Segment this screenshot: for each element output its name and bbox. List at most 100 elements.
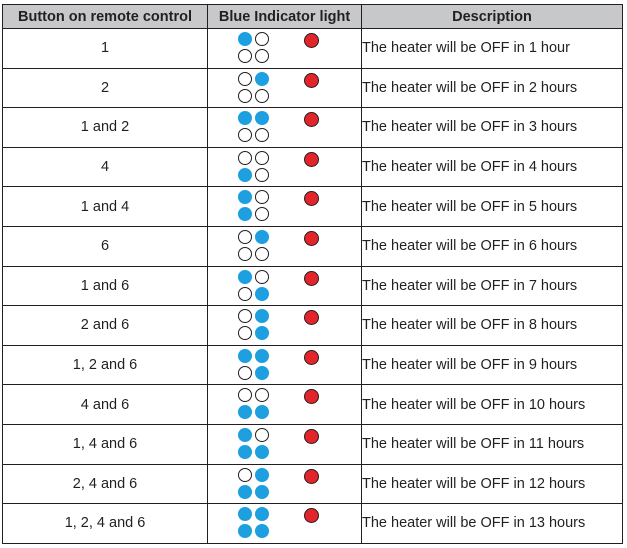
blue-light-on-icon (255, 348, 269, 363)
button-combination: 1 and 2 (2, 107, 208, 148)
red-light-icon (304, 191, 319, 207)
blue-light-on-icon (255, 467, 269, 482)
indicator-lights (207, 186, 362, 227)
blue-light-grid (238, 309, 272, 343)
blue-light-on-icon (255, 111, 269, 126)
description: The heater will be OFF in 13 hours (361, 503, 623, 544)
blue-light-off-icon (255, 190, 269, 205)
blue-light-on-icon (255, 365, 269, 380)
table-row: 1 and 4 The heater will be OFF in 5 hours (2, 186, 623, 227)
blue-light-off-icon (255, 150, 269, 165)
red-light-icon (304, 428, 319, 444)
timer-table: Button on remote control Blue Indicator … (2, 4, 623, 544)
blue-light-off-icon (255, 207, 269, 222)
button-combination: 2 (2, 67, 208, 109)
table-row: 1, 2, 4 and 6 The heater will be OFF in 1… (2, 503, 623, 544)
header-blue-indicator: Blue Indicator light (207, 4, 362, 29)
button-combination: 6 (2, 225, 208, 267)
blue-light-on-icon (255, 326, 269, 341)
description: The heater will be OFF in 12 hours (361, 463, 623, 505)
blue-light-off-icon (238, 388, 252, 403)
red-light-icon (304, 468, 319, 484)
blue-light-on-icon (238, 444, 252, 459)
blue-light-grid (238, 229, 272, 264)
blue-light-on-icon (238, 269, 252, 284)
blue-light-on-icon (238, 405, 252, 420)
blue-light-on-icon (255, 286, 269, 301)
table-row: 4 and 6 The heater will be OFF in 10 hour… (2, 384, 623, 425)
button-combination: 1, 2 and 6 (2, 344, 208, 386)
blue-light-on-icon (255, 405, 269, 420)
blue-light-off-icon (238, 467, 252, 482)
table-body: 1 The heater will be OFF in 1 hour 2 The he… (2, 28, 623, 544)
table-row: 1 and 2 The heater will be OFF in 3 hours (2, 107, 623, 148)
indicator-lights (207, 225, 362, 267)
blue-light-grid (238, 427, 272, 462)
blue-light-off-icon (255, 88, 269, 103)
blue-light-on-icon (238, 484, 252, 499)
header-button: Button on remote control (2, 4, 208, 29)
blue-light-on-icon (238, 507, 252, 522)
blue-light-on-icon (238, 190, 252, 205)
blue-light-off-icon (238, 309, 252, 324)
table-row: 1 The heater will be OFF in 1 hour (2, 28, 623, 69)
button-combination: 2 and 6 (2, 305, 208, 346)
blue-light-grid (238, 150, 272, 185)
blue-light-grid (238, 269, 272, 304)
blue-light-grid (238, 190, 272, 224)
blue-light-off-icon (255, 167, 269, 182)
button-combination: 1 (2, 28, 208, 69)
blue-light-on-icon (255, 309, 269, 324)
blue-light-off-icon (238, 326, 252, 341)
table-row: 2, 4 and 6 The heater will be OFF in 12 h… (2, 463, 623, 505)
blue-light-on-icon (238, 32, 252, 46)
description: The heater will be OFF in 3 hours (361, 107, 623, 148)
indicator-lights (207, 344, 362, 386)
table-row: 1, 2 and 6 The heater will be OFF in 9 ho… (2, 344, 623, 386)
blue-light-off-icon (238, 286, 252, 301)
blue-light-off-icon (255, 49, 269, 63)
blue-light-on-icon (238, 427, 252, 442)
red-light-icon (304, 349, 319, 365)
blue-light-grid (238, 507, 272, 541)
blue-light-on-icon (255, 484, 269, 499)
table-row: 1 and 6 The heater will be OFF in 7 hours (2, 265, 623, 307)
indicator-lights (207, 67, 362, 109)
blue-light-grid (238, 467, 272, 502)
red-light-icon (304, 112, 319, 128)
button-combination: 1 and 4 (2, 186, 208, 227)
red-light-icon (304, 310, 319, 326)
blue-light-grid (238, 71, 272, 106)
blue-light-on-icon (238, 348, 252, 363)
blue-light-grid (238, 111, 272, 145)
blue-light-on-icon (238, 207, 252, 222)
indicator-lights (207, 146, 362, 188)
description: The heater will be OFF in 9 hours (361, 344, 623, 386)
blue-light-off-icon (238, 150, 252, 165)
red-light-icon (304, 151, 319, 167)
button-combination: 1, 4 and 6 (2, 423, 208, 465)
red-light-icon (304, 270, 319, 286)
blue-light-off-icon (238, 71, 252, 86)
blue-light-off-icon (238, 246, 252, 261)
blue-light-off-icon (255, 427, 269, 442)
description: The heater will be OFF in 2 hours (361, 67, 623, 109)
table-row: 1, 4 and 6 The heater will be OFF in 11 h… (2, 423, 623, 465)
description: The heater will be OFF in 6 hours (361, 225, 623, 267)
blue-light-off-icon (255, 128, 269, 143)
blue-light-off-icon (255, 246, 269, 261)
indicator-lights (207, 305, 362, 346)
blue-light-grid (238, 388, 272, 422)
blue-light-on-icon (255, 71, 269, 86)
red-light-icon (304, 508, 319, 524)
blue-light-on-icon (255, 444, 269, 459)
indicator-lights (207, 423, 362, 465)
red-light-icon (304, 230, 319, 246)
blue-light-on-icon (255, 507, 269, 522)
description: The heater will be OFF in 10 hours (361, 384, 623, 425)
header-description: Description (361, 4, 623, 29)
button-combination: 4 and 6 (2, 384, 208, 425)
button-combination: 1, 2, 4 and 6 (2, 503, 208, 544)
blue-light-grid (238, 32, 272, 66)
blue-light-on-icon (255, 229, 269, 244)
